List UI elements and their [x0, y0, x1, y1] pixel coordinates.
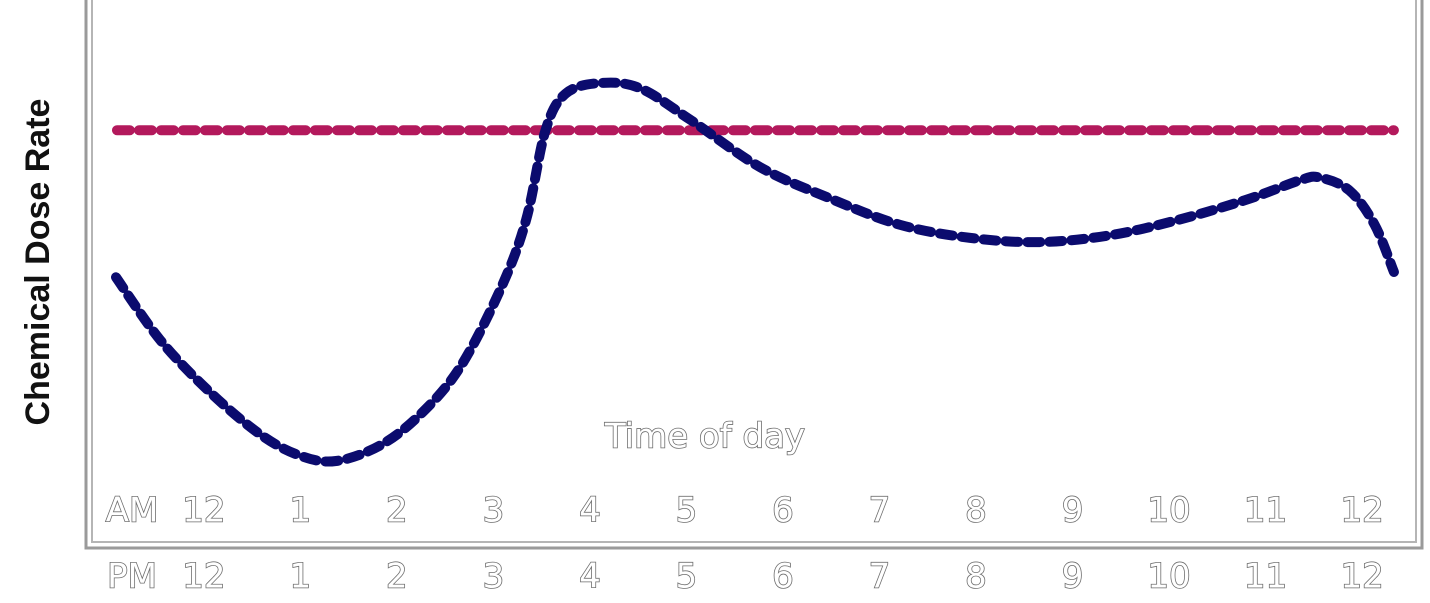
- x-tick-label: 1: [290, 491, 312, 531]
- x-tick-label: 2: [386, 557, 408, 597]
- row-label: PM: [107, 557, 157, 597]
- x-tick-label: 12: [182, 557, 225, 597]
- x-tick-label: 4: [579, 491, 601, 531]
- x-tick-label: 5: [676, 557, 698, 597]
- x-tick-label: 7: [869, 557, 891, 597]
- x-tick-label: 5: [676, 491, 698, 531]
- x-tick-label: 3: [483, 491, 505, 531]
- x-tick-label: 12: [182, 491, 225, 531]
- x-tick-label: 9: [1062, 491, 1084, 531]
- x-tick-label: 11: [1244, 557, 1287, 597]
- annotation: Time of day: [604, 417, 805, 457]
- x-tick-label: 6: [772, 491, 794, 531]
- row-label: AM: [106, 491, 159, 531]
- x-tick-label: 10: [1147, 557, 1190, 597]
- x-tick-label: 1: [290, 557, 312, 597]
- x-tick-label: 9: [1062, 557, 1084, 597]
- x-tick-label: 11: [1244, 491, 1287, 531]
- x-tick-label: 2: [386, 491, 408, 531]
- x-tick-label: 3: [483, 557, 505, 597]
- x-tick-label: 12: [1340, 491, 1383, 531]
- line-series: [110, 77, 1399, 467]
- x-tick-label: 8: [965, 491, 987, 531]
- x-tick-label: 12: [1340, 557, 1383, 597]
- frame-inner: [91, 0, 1417, 543]
- x-tick-label: 4: [579, 557, 601, 597]
- x-tick-label: 8: [965, 557, 987, 597]
- x-tick-label: 10: [1147, 491, 1190, 531]
- y-axis-label: Chemical Dose Rate: [19, 99, 57, 426]
- x-tick-label: 6: [772, 557, 794, 597]
- x-tick-label: 7: [869, 491, 891, 531]
- frame-outer: [84, 0, 1424, 550]
